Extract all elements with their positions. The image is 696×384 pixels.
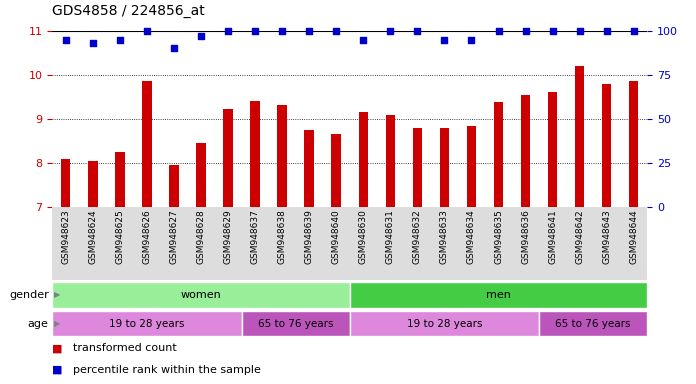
Text: percentile rank within the sample: percentile rank within the sample xyxy=(73,364,261,375)
Text: GSM948639: GSM948639 xyxy=(305,210,314,265)
Bar xyxy=(467,126,476,207)
Text: ▶: ▶ xyxy=(54,319,60,328)
Bar xyxy=(304,130,314,207)
Bar xyxy=(493,102,503,207)
Text: age: age xyxy=(28,318,49,329)
Point xyxy=(439,36,450,43)
Text: GSM948627: GSM948627 xyxy=(169,210,178,264)
Point xyxy=(412,28,423,34)
Bar xyxy=(115,152,125,207)
Bar xyxy=(350,282,647,308)
Bar xyxy=(242,311,350,336)
Point xyxy=(466,36,477,43)
Bar xyxy=(358,113,368,207)
Bar xyxy=(331,134,341,207)
Text: GSM948625: GSM948625 xyxy=(116,210,125,264)
Bar xyxy=(52,311,242,336)
Point xyxy=(114,36,125,43)
Point xyxy=(493,28,504,34)
Bar xyxy=(413,128,422,207)
Point xyxy=(141,28,152,34)
Bar xyxy=(602,84,612,207)
Text: transformed count: transformed count xyxy=(73,343,177,354)
Bar xyxy=(278,105,287,207)
Text: GSM948641: GSM948641 xyxy=(548,210,557,264)
Bar xyxy=(440,128,449,207)
Point xyxy=(223,28,234,34)
Point xyxy=(601,28,612,34)
Text: GSM948626: GSM948626 xyxy=(143,210,151,264)
Text: women: women xyxy=(180,290,221,300)
Text: GSM948640: GSM948640 xyxy=(332,210,341,264)
Point xyxy=(520,28,531,34)
Bar xyxy=(521,95,530,207)
Bar xyxy=(196,143,206,207)
Text: ■: ■ xyxy=(52,343,63,354)
Point xyxy=(628,28,640,34)
Point xyxy=(303,28,315,34)
Bar xyxy=(539,311,647,336)
Point xyxy=(196,33,207,39)
Point xyxy=(276,28,287,34)
Text: GSM948623: GSM948623 xyxy=(61,210,70,264)
Text: GSM948644: GSM948644 xyxy=(629,210,638,264)
Point xyxy=(331,28,342,34)
Text: GSM948632: GSM948632 xyxy=(413,210,422,264)
Text: GSM948624: GSM948624 xyxy=(88,210,97,264)
Text: GSM948635: GSM948635 xyxy=(494,210,503,265)
Text: 65 to 76 years: 65 to 76 years xyxy=(258,318,333,329)
Text: GSM948633: GSM948633 xyxy=(440,210,449,265)
Text: GSM948630: GSM948630 xyxy=(358,210,367,265)
Point xyxy=(547,28,558,34)
Bar xyxy=(223,109,232,207)
Text: GSM948636: GSM948636 xyxy=(521,210,530,265)
Text: GSM948643: GSM948643 xyxy=(602,210,611,264)
Text: GSM948634: GSM948634 xyxy=(467,210,476,264)
Text: ▶: ▶ xyxy=(54,290,60,299)
Text: 19 to 28 years: 19 to 28 years xyxy=(109,318,184,329)
Text: GSM948637: GSM948637 xyxy=(251,210,260,265)
Bar xyxy=(548,92,557,207)
Point xyxy=(60,36,71,43)
Bar xyxy=(350,311,539,336)
Point xyxy=(358,36,369,43)
Text: GSM948628: GSM948628 xyxy=(196,210,205,264)
Point xyxy=(385,28,396,34)
Bar xyxy=(142,81,152,207)
Text: GDS4858 / 224856_at: GDS4858 / 224856_at xyxy=(52,4,205,18)
Text: men: men xyxy=(486,290,511,300)
Bar xyxy=(386,115,395,207)
Bar xyxy=(575,66,585,207)
Bar xyxy=(61,159,70,207)
Point xyxy=(249,28,260,34)
Text: 19 to 28 years: 19 to 28 years xyxy=(406,318,482,329)
Bar xyxy=(251,101,260,207)
Point xyxy=(168,45,180,51)
Bar xyxy=(629,81,638,207)
Bar xyxy=(52,282,350,308)
Text: ■: ■ xyxy=(52,364,63,375)
Text: GSM948631: GSM948631 xyxy=(386,210,395,265)
Text: GSM948629: GSM948629 xyxy=(223,210,232,264)
Bar xyxy=(169,166,179,207)
Text: GSM948642: GSM948642 xyxy=(575,210,584,264)
Point xyxy=(574,28,585,34)
Text: gender: gender xyxy=(9,290,49,300)
Text: GSM948638: GSM948638 xyxy=(278,210,287,265)
Text: 65 to 76 years: 65 to 76 years xyxy=(555,318,631,329)
Point xyxy=(87,40,98,46)
Bar xyxy=(88,161,97,207)
